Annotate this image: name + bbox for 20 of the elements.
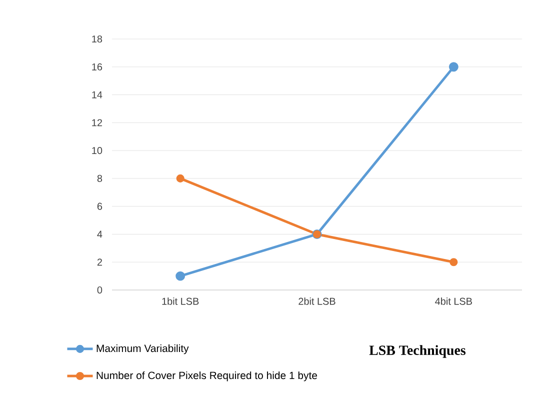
point xyxy=(448,62,458,72)
legend-label: Number of Cover Pixels Required to hide 1 byte xyxy=(96,371,317,382)
point xyxy=(450,258,458,266)
x-tick-label: 2bit LSB xyxy=(298,298,336,305)
y-tick-label: 0 xyxy=(97,286,102,294)
x-tick-label: 4bit LSB xyxy=(435,298,472,305)
y-tick-label: 2 xyxy=(97,258,102,266)
legend-label: Maximum Variability xyxy=(96,344,189,354)
y-tick-label: 6 xyxy=(97,202,102,210)
y-tick-label: 12 xyxy=(92,119,102,126)
x-axis-title: LSB Techniques xyxy=(369,345,466,358)
y-tick-label: 4 xyxy=(97,230,102,238)
point xyxy=(176,174,184,182)
y-tick-label: 16 xyxy=(92,63,102,70)
point xyxy=(176,271,186,281)
x-tick-label: 1bit LSB xyxy=(162,298,199,305)
y-tick-label: 18 xyxy=(92,35,102,43)
y-tick-label: 8 xyxy=(97,174,102,182)
y-tick-label: 14 xyxy=(92,91,102,98)
y-tick-label: 10 xyxy=(92,147,102,154)
